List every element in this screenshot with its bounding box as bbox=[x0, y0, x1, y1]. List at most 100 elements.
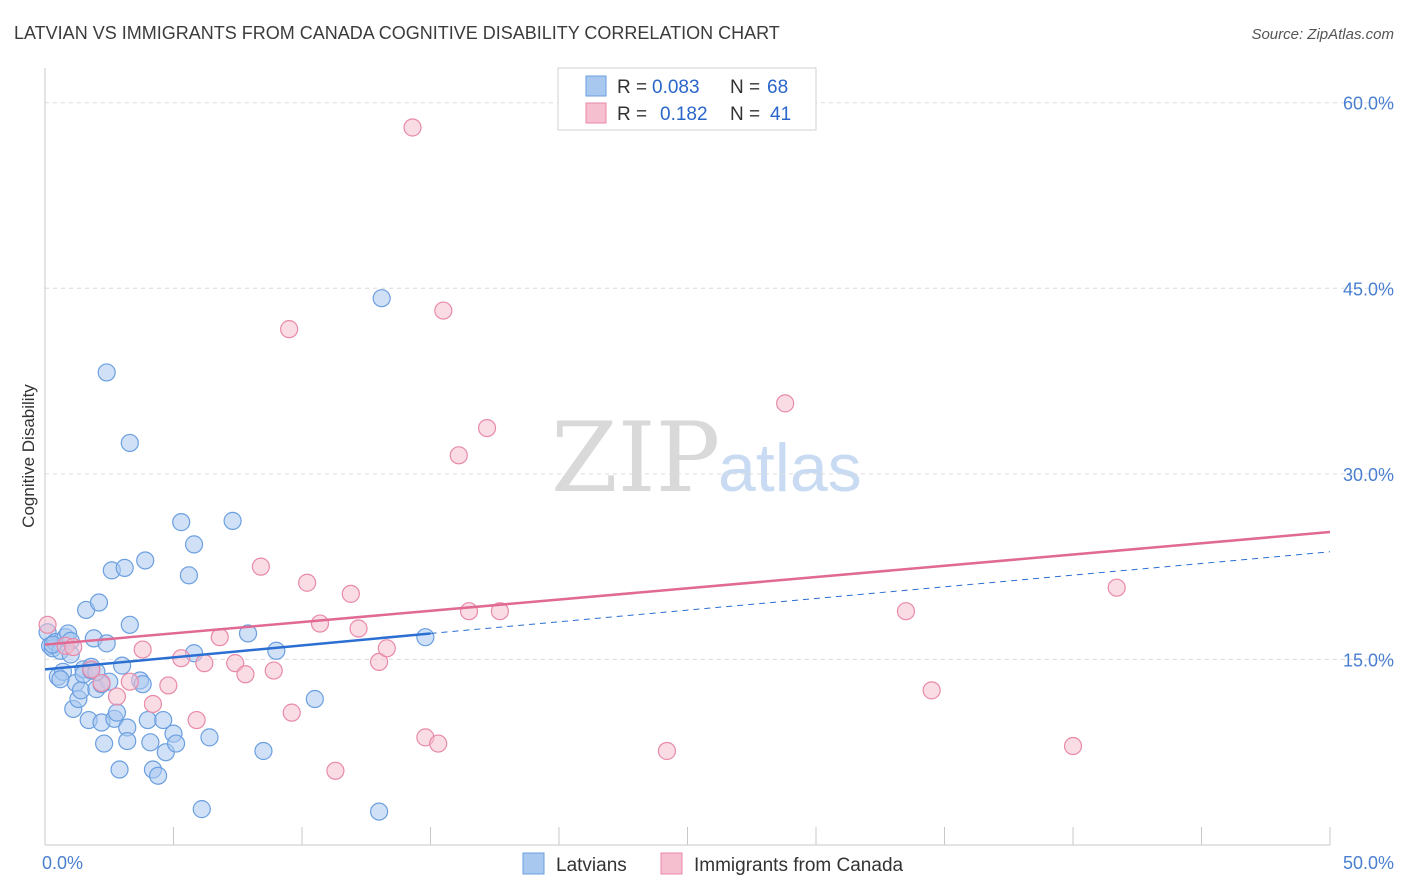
latvians-point bbox=[166, 734, 186, 753]
latvians-point bbox=[223, 511, 242, 530]
latvians-point bbox=[372, 289, 391, 308]
x-tick-label-min: 0.0% bbox=[42, 853, 83, 873]
canada-point bbox=[38, 615, 57, 634]
gridlines bbox=[45, 102, 1394, 660]
series-legend: Latvians Immigrants from Canada bbox=[522, 852, 904, 876]
canada-point bbox=[187, 710, 206, 730]
latvians-point bbox=[238, 624, 258, 643]
latvians-point bbox=[154, 710, 173, 730]
canada-point bbox=[133, 640, 152, 659]
latvians-point bbox=[179, 566, 199, 585]
canada-point bbox=[896, 602, 916, 621]
chart-title: LATVIAN VS IMMIGRANTS FROM CANADA COGNIT… bbox=[14, 23, 780, 43]
canada-point bbox=[226, 654, 245, 673]
bottom-legend-swatch-latvians bbox=[522, 852, 545, 875]
canada-point bbox=[310, 614, 330, 633]
canada-point bbox=[341, 584, 360, 603]
latvians-point bbox=[138, 710, 157, 730]
latvians-point bbox=[192, 800, 211, 819]
canada-point bbox=[280, 320, 299, 339]
bottom-legend-swatch-canada bbox=[660, 852, 683, 875]
legend-swatch-latvians bbox=[585, 75, 607, 97]
canada-point bbox=[92, 673, 111, 693]
latvians-point bbox=[115, 558, 134, 577]
legend-r-label-2: R = bbox=[617, 104, 647, 125]
canada-point bbox=[1107, 578, 1126, 597]
legend-swatch-canada bbox=[585, 102, 607, 124]
y-tick-label: 60.0% bbox=[1343, 94, 1394, 114]
stats-legend: R = 0.083 N = 68 R = 0.182 N = 41 bbox=[557, 67, 817, 131]
y-tick-label: 15.0% bbox=[1343, 650, 1394, 670]
canada-point bbox=[107, 687, 127, 706]
canada-point bbox=[429, 734, 448, 753]
latvians-point bbox=[97, 634, 116, 653]
latvians-point bbox=[305, 689, 324, 709]
canada-point bbox=[143, 694, 163, 714]
canada-point bbox=[251, 557, 270, 576]
canada-point bbox=[370, 652, 389, 672]
legend-r-value-2: 0.182 bbox=[660, 104, 708, 125]
latvians-point bbox=[71, 681, 91, 700]
bottom-legend-latvians: Latvians bbox=[556, 855, 627, 876]
canada-point bbox=[657, 741, 677, 761]
canada-point bbox=[236, 665, 255, 684]
latvians-point bbox=[172, 513, 191, 532]
canada-point bbox=[326, 761, 345, 780]
canada-point bbox=[282, 703, 301, 722]
canada-point bbox=[776, 394, 795, 413]
legend-n-label-2: N = bbox=[730, 104, 760, 125]
canada-point bbox=[264, 661, 283, 680]
canada-point bbox=[195, 654, 214, 673]
watermark: ZIP atlas bbox=[551, 402, 862, 514]
trend-lines bbox=[44, 530, 1331, 671]
latvians-point bbox=[254, 741, 273, 761]
latvians-point bbox=[184, 535, 204, 554]
watermark-zip: ZIP bbox=[551, 402, 720, 514]
latvians-point bbox=[107, 703, 127, 722]
canada-point bbox=[477, 418, 497, 438]
latvians-point bbox=[200, 728, 219, 747]
legend-r-value-1: 0.083 bbox=[652, 77, 700, 98]
latvians-points bbox=[38, 289, 435, 821]
latvians-point bbox=[112, 656, 132, 675]
latvians-point bbox=[141, 733, 160, 752]
latvians-point bbox=[416, 628, 435, 647]
canada-point bbox=[377, 639, 396, 658]
latvians-point bbox=[110, 760, 129, 779]
canada-point bbox=[159, 676, 178, 695]
legend-n-value-1: 68 bbox=[767, 77, 788, 98]
canada-trend-line bbox=[44, 530, 1331, 646]
axes bbox=[44, 68, 1331, 846]
latvians-trend-extension bbox=[430, 551, 1331, 634]
x-tick-labels: 0.0% 50.0% bbox=[42, 853, 1394, 873]
legend-n-value-2: 41 bbox=[770, 104, 791, 125]
canada-point bbox=[459, 602, 479, 621]
latvians-point bbox=[95, 734, 114, 753]
canada-point bbox=[1063, 736, 1083, 756]
latvians-point bbox=[267, 641, 286, 660]
latvians-point bbox=[120, 615, 139, 634]
latvians-point bbox=[89, 593, 109, 612]
chart-source: Source: ZipAtlas.com bbox=[1251, 26, 1394, 43]
watermark-atlas: atlas bbox=[718, 430, 862, 506]
latvians-point bbox=[136, 551, 155, 570]
latvians-point bbox=[97, 363, 116, 382]
x-tick-label-max: 50.0% bbox=[1343, 853, 1394, 873]
canada-point bbox=[349, 619, 368, 638]
y-tick-label: 45.0% bbox=[1343, 279, 1394, 299]
legend-n-label-1: N = bbox=[730, 77, 760, 98]
latvians-point bbox=[118, 731, 137, 751]
latvians-point bbox=[120, 433, 139, 453]
y-tick-label: 30.0% bbox=[1343, 465, 1394, 485]
canada-point bbox=[490, 602, 509, 621]
bottom-legend-canada: Immigrants from Canada bbox=[694, 855, 904, 876]
y-axis-label: Cognitive Disability bbox=[19, 384, 38, 528]
canada-point bbox=[922, 681, 941, 700]
y-tick-labels: 15.0% 30.0% 45.0% 60.0% bbox=[1343, 94, 1394, 671]
canada-point bbox=[210, 628, 229, 647]
canada-point bbox=[298, 573, 317, 592]
latvians-trend-line bbox=[44, 632, 431, 671]
canada-point bbox=[449, 446, 468, 465]
canada-point bbox=[403, 118, 422, 137]
